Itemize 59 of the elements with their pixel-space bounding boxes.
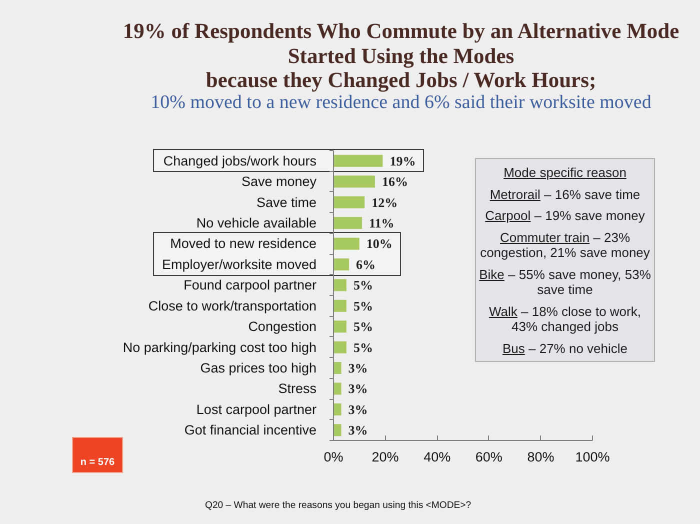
data-label: 3% <box>348 360 368 376</box>
data-label: 5% <box>353 278 373 293</box>
annotation: Metrorail – 16% save time <box>488 186 642 202</box>
bar <box>334 362 342 374</box>
data-label: 19% <box>390 153 416 168</box>
text: n = 576 <box>73 438 122 472</box>
y-tick-label: Save money <box>241 174 317 190</box>
y-tick-label: Save time <box>256 194 317 210</box>
annotation: Mode specific reason <box>504 165 626 180</box>
bar <box>334 216 362 230</box>
annotation: Commuter train – 23% congestion, 21% save money <box>479 230 651 260</box>
y-tick-label: Close to work/transportation <box>148 298 316 314</box>
bar <box>334 382 342 395</box>
y-tick-label: No parking/parking cost too high <box>122 340 317 355</box>
y-tick-label: Found carpool partner <box>184 278 318 293</box>
bar <box>334 176 375 188</box>
bar <box>334 258 350 270</box>
annotation: Walk – 18% close to work, 43% changed jobs <box>488 304 642 334</box>
y-tick-label: Stress <box>278 381 317 396</box>
data-label: 11% <box>368 216 394 230</box>
data-label: 12% <box>372 194 398 210</box>
y-tick-label: No vehicle available <box>196 216 317 230</box>
data-label: 6% <box>356 256 376 272</box>
chart-title: 19% of Respondents Who Commute by an Alternative Mode Started Using the Modes because they Changed Jobs / Work Hours; <box>122 19 680 92</box>
y-tick-label: Got financial incentive <box>184 422 317 438</box>
annotation: Bike – 55% save money, 53% save time <box>478 266 652 298</box>
x-tick-label: 100% <box>575 450 610 464</box>
x-tick-label: 0% <box>324 450 344 464</box>
bar <box>334 279 346 292</box>
text: Q20 – What were the reasons you began using this <MODE>? <box>205 499 472 513</box>
data-label: 16% <box>382 174 408 190</box>
y-tick-label: Moved to new residence <box>170 236 317 252</box>
data-label: 5% <box>353 340 373 355</box>
y-tick-label: Changed jobs/work hours <box>163 153 317 168</box>
bar <box>334 341 346 354</box>
bar <box>334 403 342 416</box>
bar <box>334 154 383 167</box>
x-tick-label: 40% <box>424 450 451 464</box>
annotation: Carpool – 19% save money <box>484 208 646 224</box>
bar <box>334 196 365 208</box>
bar <box>334 238 360 250</box>
data-label: 3% <box>348 422 368 438</box>
x-tick-label: 20% <box>372 450 399 464</box>
y-tick-label: Lost carpool partner <box>196 402 318 417</box>
y-tick-label: Gas prices too high <box>200 360 316 376</box>
bar <box>334 300 346 312</box>
data-label: 5% <box>353 319 373 334</box>
x-tick-label: 60% <box>475 450 502 464</box>
y-tick-label: Congestion <box>248 319 317 334</box>
data-label: 5% <box>353 298 373 314</box>
annotation: Bus – 27% no vehicle <box>501 340 629 356</box>
data-label: 10% <box>366 236 392 252</box>
bar <box>334 320 346 333</box>
data-label: 3% <box>348 381 368 396</box>
chart-subtitle: 10% moved to a new residence and 6% said their worksite moved <box>150 92 652 115</box>
data-label: 3% <box>348 402 368 417</box>
y-tick-label: Employer/worksite moved <box>162 256 317 272</box>
bar <box>334 424 342 436</box>
x-tick-label: 80% <box>527 450 554 464</box>
